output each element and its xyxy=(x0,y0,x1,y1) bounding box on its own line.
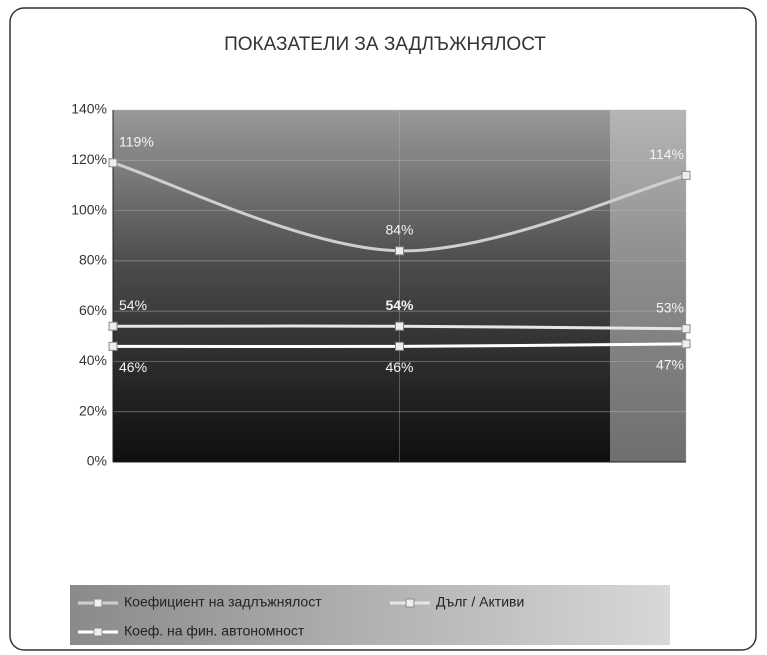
point-marker xyxy=(108,321,118,331)
data-label: 119% xyxy=(119,134,154,150)
y-tick-label: 0% xyxy=(87,453,107,469)
legend-box xyxy=(70,585,670,645)
point-marker xyxy=(681,324,691,334)
data-label: 54% xyxy=(385,297,414,313)
y-tick-label: 20% xyxy=(79,402,107,418)
data-label: 54% xyxy=(119,297,147,313)
legend-label: Дълг / Активи xyxy=(436,594,524,610)
data-label: 84% xyxy=(385,222,413,238)
legend-label: Коеф. на фин. автономност xyxy=(124,623,305,639)
chart-title: ПОКАЗАТЕЛИ ЗА ЗАДЛЪЖНЯЛОСТ xyxy=(224,34,546,55)
legend-marker xyxy=(93,627,103,637)
plot-highlight xyxy=(610,110,686,462)
data-label: 53% xyxy=(656,299,684,315)
y-tick-label: 40% xyxy=(79,352,107,368)
y-tick-label: 140% xyxy=(71,101,107,117)
point-marker xyxy=(395,246,404,256)
y-tick-label: 120% xyxy=(71,151,107,167)
point-marker xyxy=(681,339,691,349)
data-label: 47% xyxy=(656,357,684,373)
data-label: 46% xyxy=(385,359,413,375)
legend-marker xyxy=(93,598,103,608)
y-tick-label: 100% xyxy=(71,201,107,217)
point-marker xyxy=(395,321,404,331)
y-tick-label: 60% xyxy=(79,302,107,318)
legend-marker xyxy=(405,598,415,608)
point-marker xyxy=(108,341,118,351)
point-marker xyxy=(108,158,118,168)
point-marker xyxy=(395,341,404,351)
data-label: 46% xyxy=(119,359,147,375)
point-marker xyxy=(681,170,691,180)
legend-label: Коефициент на задлъжнялост xyxy=(124,594,322,610)
data-label: 114% xyxy=(649,146,684,162)
y-tick-label: 80% xyxy=(79,252,107,268)
